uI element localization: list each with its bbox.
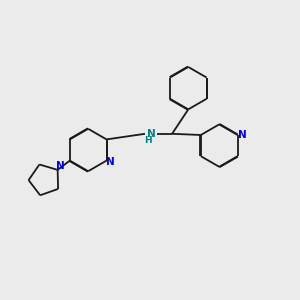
Text: N: N [106,157,115,167]
Text: N: N [147,129,156,139]
Text: N: N [56,161,64,171]
Text: N: N [238,130,247,140]
Text: H: H [144,136,152,145]
